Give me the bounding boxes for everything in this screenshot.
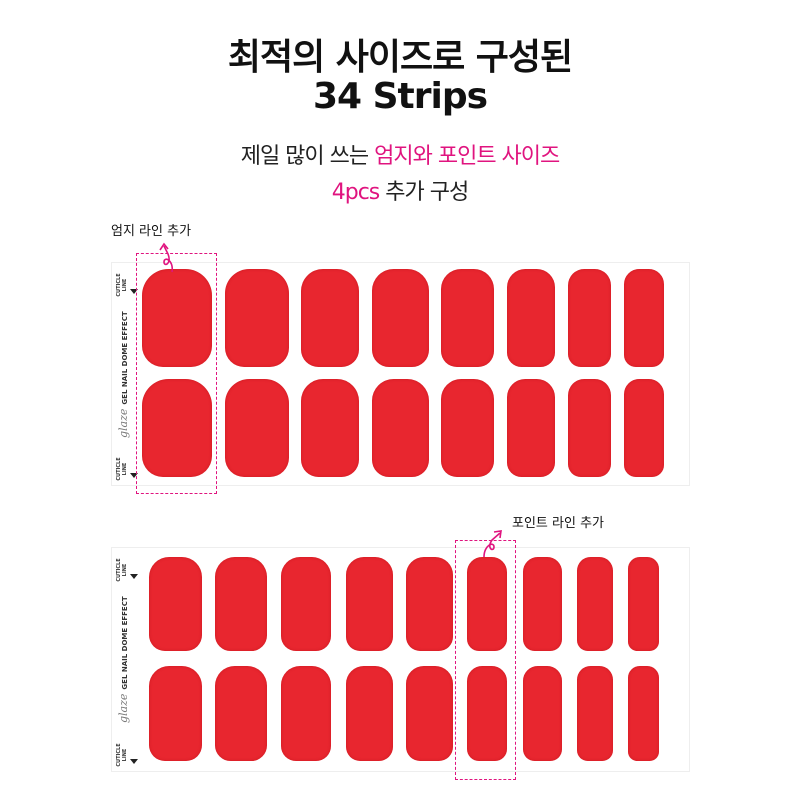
cuticle-line-label: CUTICLE LINE: [116, 457, 128, 481]
arrow-icon: [483, 530, 502, 558]
nail-strip: [467, 666, 507, 761]
nail-strip: [507, 269, 555, 367]
heading-line1: 최적의 사이즈로 구성된: [227, 37, 573, 78]
nail-strip: [624, 379, 664, 477]
cuticle-marker-icon: [130, 473, 138, 478]
subheading-line2: 4pcs 추가 구성: [0, 174, 800, 206]
nail-sheet-1: glazeGEL NAIL DOME EFFECT CUTICLE LINE CUT…: [111, 262, 690, 486]
nail-strip: [568, 269, 611, 367]
nail-strip: [301, 269, 359, 367]
cuticle-line-label: CUTICLE LINE: [116, 273, 128, 297]
nail-strip: [149, 666, 202, 761]
cuticle-marker-icon: [130, 289, 138, 294]
nail-strip: [372, 269, 429, 367]
cuticle-marker-icon: [130, 759, 138, 764]
cuticle-marker-icon: [130, 574, 138, 579]
subheading-line1: 제일 많이 쓰는 엄지와 포인트 사이즈: [0, 138, 800, 170]
nail-strip: [523, 666, 562, 761]
nail-strip: [215, 666, 267, 761]
nail-strip: [523, 557, 562, 651]
nail-strip: [441, 379, 494, 477]
nail-strip: [225, 379, 289, 477]
sheet-brand-label: glazeGEL NAIL DOME EFFECT: [117, 311, 130, 438]
nail-strip: [142, 379, 212, 477]
nail-strip: [301, 379, 359, 477]
nail-strip: [577, 666, 613, 761]
point-highlight-box: [455, 540, 516, 780]
sheet-brand-label: glazeGEL NAIL DOME EFFECT: [117, 596, 130, 723]
nail-strip: [441, 269, 494, 367]
nail-strip: [624, 269, 664, 367]
nail-strip: [225, 269, 289, 367]
callout-point: 포인트 라인 추가: [512, 516, 604, 531]
nail-strip: [406, 666, 453, 761]
cuticle-line-label: CUTICLE LINE: [116, 743, 128, 767]
thumb-highlight-box: [136, 253, 217, 494]
nail-strip: [628, 557, 659, 651]
nail-strip: [577, 557, 613, 651]
nail-strip: [346, 666, 393, 761]
nail-strip: [281, 557, 331, 651]
arrow-icon: [159, 242, 174, 273]
nail-strip: [628, 666, 659, 761]
nail-strip: [346, 557, 393, 651]
nail-strip: [507, 379, 555, 477]
nail-strip: [149, 557, 202, 651]
nail-strip: [142, 269, 212, 367]
nail-strip: [467, 557, 507, 651]
cuticle-line-label: CUTICLE LINE: [116, 558, 128, 582]
callout-thumb: 엄지 라인 추가: [111, 224, 192, 239]
nail-strip: [215, 557, 267, 651]
subheading-accent-count: 4pcs: [331, 180, 381, 205]
nail-strip: [406, 557, 453, 651]
subheading-plain2: 추가 구성: [379, 180, 469, 205]
subheading-plain: 제일 많이 쓰는: [240, 144, 375, 169]
subheading-accent: 엄지와 포인트 사이즈: [374, 144, 560, 169]
heading-line2: 34 Strips: [312, 76, 488, 117]
nail-strip: [372, 379, 429, 477]
nail-strip: [568, 379, 611, 477]
nail-sheet-2: glazeGEL NAIL DOME EFFECT CUTICLE LINE CUT…: [111, 547, 690, 772]
nail-strip: [281, 666, 331, 761]
